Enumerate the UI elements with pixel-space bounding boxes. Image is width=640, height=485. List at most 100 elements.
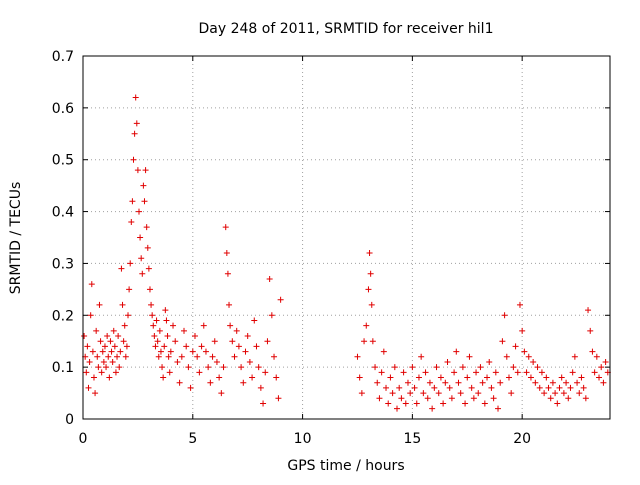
data-point: [426, 379, 433, 386]
data-markers: [81, 94, 611, 412]
data-point: [574, 379, 581, 386]
data-point: [479, 379, 486, 386]
data-point: [466, 353, 473, 360]
y-tick-label: 0.6: [52, 101, 74, 117]
data-point: [145, 265, 152, 272]
data-point: [235, 343, 242, 350]
data-point: [148, 301, 155, 308]
data-point: [277, 296, 284, 303]
chart-title: Day 248 of 2011, SRMTID for receiver hil…: [199, 21, 494, 37]
data-point: [435, 390, 442, 397]
data-point: [398, 395, 405, 402]
data-point: [132, 94, 139, 101]
data-point: [120, 338, 127, 345]
data-point: [448, 395, 455, 402]
data-point: [413, 400, 420, 407]
data-point: [591, 369, 598, 376]
data-point: [589, 348, 596, 355]
data-point: [202, 348, 209, 355]
data-point: [534, 364, 541, 371]
data-point: [143, 224, 150, 231]
data-point: [563, 379, 570, 386]
data-point: [552, 390, 559, 397]
data-point: [578, 374, 585, 381]
data-point: [596, 374, 603, 381]
data-point: [121, 322, 128, 329]
data-point: [462, 400, 469, 407]
data-point: [106, 374, 113, 381]
data-point: [152, 343, 159, 350]
x-tick-label: 0: [79, 431, 88, 447]
data-point: [154, 338, 161, 345]
data-point: [587, 327, 594, 334]
data-point: [411, 384, 418, 391]
data-point: [567, 384, 574, 391]
data-point: [396, 384, 403, 391]
y-tick-label: 0.5: [52, 153, 74, 169]
data-point: [424, 395, 431, 402]
data-point: [530, 358, 537, 365]
data-point: [223, 250, 230, 257]
data-point: [231, 353, 238, 360]
data-point: [501, 312, 508, 319]
data-point: [194, 353, 201, 360]
data-point: [183, 343, 190, 350]
data-point: [161, 343, 168, 350]
data-point: [105, 353, 112, 360]
data-point: [130, 156, 137, 163]
x-tick-label: 5: [188, 431, 197, 447]
data-point: [503, 353, 510, 360]
data-point: [108, 348, 115, 355]
data-point: [126, 286, 133, 293]
data-point: [107, 338, 114, 345]
data-point: [189, 348, 196, 355]
data-point: [142, 167, 149, 174]
y-tick-label: 0.3: [52, 256, 74, 272]
data-point: [266, 275, 273, 282]
data-point: [117, 348, 124, 355]
data-point: [97, 338, 104, 345]
data-point: [129, 198, 136, 205]
data-point: [104, 333, 111, 340]
data-point: [140, 182, 147, 189]
data-point: [499, 338, 506, 345]
data-point: [153, 317, 160, 324]
data-point: [162, 307, 169, 314]
data-point: [111, 343, 118, 350]
data-point: [128, 218, 135, 225]
data-point: [560, 390, 567, 397]
x-axis-label: GPS time / hours: [287, 458, 404, 474]
data-point: [543, 374, 550, 381]
data-point: [205, 364, 212, 371]
data-point: [473, 369, 480, 376]
data-point: [376, 395, 383, 402]
data-point: [600, 379, 607, 386]
data-point: [532, 379, 539, 386]
data-point: [155, 353, 162, 360]
data-point: [144, 244, 151, 251]
data-point: [164, 333, 171, 340]
data-point: [110, 327, 117, 334]
data-point: [602, 358, 609, 365]
data-point: [368, 301, 375, 308]
data-point: [146, 286, 153, 293]
data-point: [361, 338, 368, 345]
data-point: [246, 358, 253, 365]
data-point: [141, 198, 148, 205]
grid: [83, 56, 610, 419]
data-point: [442, 379, 449, 386]
data-point: [196, 369, 203, 376]
data-point: [429, 405, 436, 412]
data-point: [444, 358, 451, 365]
data-point: [365, 286, 372, 293]
data-point: [585, 307, 592, 314]
data-point: [549, 379, 556, 386]
data-point: [127, 260, 134, 267]
data-point: [527, 374, 534, 381]
data-point: [576, 390, 583, 397]
data-point: [233, 327, 240, 334]
data-point: [133, 120, 140, 127]
data-point: [170, 322, 177, 329]
data-point: [477, 364, 484, 371]
